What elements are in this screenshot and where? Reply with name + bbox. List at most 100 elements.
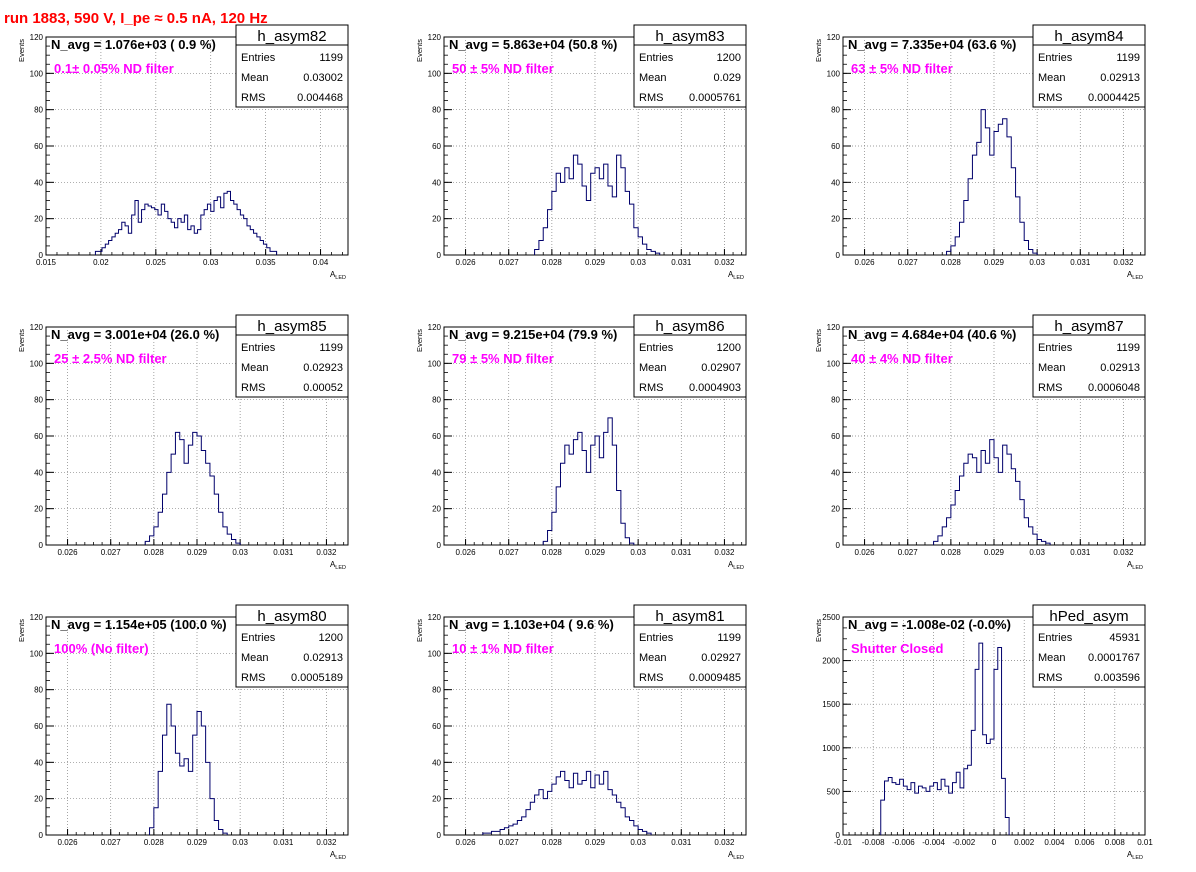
x-tick-label: 0.031: [671, 258, 692, 267]
stats-value: 0.0006048: [1088, 382, 1140, 394]
y-axis-label: Events: [814, 39, 823, 62]
x-tick-label: 0.028: [144, 548, 165, 557]
x-tick-label: 0.01: [1137, 838, 1153, 847]
stats-box: [633, 44, 747, 108]
stats-value: 0.02927: [701, 652, 741, 664]
y-tick-label: 0: [39, 831, 44, 840]
y-tick-label: 0: [39, 251, 44, 260]
stats-box: [1032, 44, 1146, 108]
stats-key: Mean: [1038, 72, 1066, 84]
y-tick-label: 120: [428, 33, 442, 42]
stats-value: 0.0004425: [1088, 92, 1140, 104]
stats-value: 0.02913: [1100, 72, 1140, 84]
y-tick-label: 100: [428, 359, 442, 368]
histogram-panel-h_asym80: 0.026 0.027 0.028 0.029 0.03 0.031 0.032 0 20 40 6…: [17, 604, 349, 861]
histogram-series-h_asym83: [534, 154, 661, 255]
x-tick-label: 0.015: [36, 258, 57, 267]
x-axis-label: ALED: [728, 850, 744, 861]
y-tick-label: 60: [432, 432, 441, 441]
stats-key: Entries: [1038, 52, 1073, 64]
histogram-series-h_asym87: [933, 439, 1051, 545]
y-tick-label: 40: [432, 178, 441, 187]
x-tick-label: 0.028: [941, 548, 962, 557]
y-tick-label: 20: [432, 795, 441, 804]
x-tick-label: -0.006: [892, 838, 915, 847]
x-tick-label: 0.008: [1105, 838, 1126, 847]
y-tick-label: 60: [831, 432, 840, 441]
histogram-panel-hPed_asym: -0.01 -0.008 -0.006 -0.004 -0.002 0 0.002 0.004…: [814, 604, 1153, 861]
stats-value: 0.02913: [1100, 362, 1140, 374]
y-tick-label: 2000: [822, 657, 840, 666]
y-tick-label: 40: [34, 758, 43, 767]
stats-box: [633, 334, 747, 398]
x-tick-label: 0.04: [313, 258, 329, 267]
stats-value: 45931: [1109, 632, 1140, 644]
filter-note: 50 ± 5% ND filter: [452, 61, 554, 76]
x-tick-label: 0.002: [1014, 838, 1035, 847]
x-tick-label: 0.026: [58, 548, 79, 557]
y-tick-label: 80: [831, 396, 840, 405]
histogram-series-hPed_asym: [880, 642, 1010, 835]
y-tick-label: 40: [432, 468, 441, 477]
x-tick-label: -0.002: [952, 838, 975, 847]
y-tick-label: 40: [831, 468, 840, 477]
stats-value: 0.03002: [303, 72, 343, 84]
x-tick-label: 0.027: [499, 838, 520, 847]
x-tick-label: 0.027: [898, 258, 919, 267]
histogram-panel-h_asym85: 0.026 0.027 0.028 0.029 0.03 0.031 0.032 0 20 40 6…: [17, 314, 349, 571]
x-tick-label: 0.031: [671, 548, 692, 557]
x-tick-label: 0.031: [671, 838, 692, 847]
n-avg-label: N_avg = 5.863e+04 (50.8 %): [449, 37, 617, 52]
stats-key: Mean: [639, 652, 667, 664]
x-tick-label: 0.03: [630, 258, 646, 267]
y-tick-label: 20: [34, 795, 43, 804]
y-tick-label: 0: [437, 831, 442, 840]
y-tick-label: 100: [827, 359, 841, 368]
y-tick-label: 40: [432, 758, 441, 767]
histogram-name: h_asym84: [1054, 28, 1123, 45]
x-axis-label: ALED: [330, 560, 346, 571]
stats-key: RMS: [241, 382, 265, 394]
x-tick-label: 0.028: [542, 258, 563, 267]
n-avg-label: N_avg = 3.001e+04 (26.0 %): [51, 327, 219, 342]
y-tick-label: 0: [437, 541, 442, 550]
histogram-name: hPed_asym: [1049, 608, 1128, 625]
histogram-name: h_asym81: [655, 608, 724, 625]
stats-value: 0.004468: [297, 92, 343, 104]
y-axis-label: Events: [415, 39, 424, 62]
stats-key: RMS: [241, 672, 265, 684]
y-tick-label: 0: [836, 831, 841, 840]
stats-box: [235, 334, 349, 398]
x-tick-label: 0.026: [456, 838, 477, 847]
stats-key: Entries: [639, 52, 674, 64]
y-tick-label: 60: [432, 722, 441, 731]
stats-key: Entries: [639, 342, 674, 354]
histogram-name: h_asym87: [1054, 318, 1123, 335]
y-tick-label: 0: [836, 541, 841, 550]
x-tick-label: 0.032: [316, 838, 337, 847]
y-tick-label: 120: [827, 323, 841, 332]
stats-key: Entries: [241, 342, 276, 354]
y-tick-label: 100: [428, 649, 442, 658]
histogram-series-h_asym82: [94, 190, 278, 255]
histogram-series-h_asym85: [144, 431, 241, 545]
y-tick-label: 120: [30, 613, 44, 622]
y-tick-label: 40: [34, 178, 43, 187]
filter-note: 40 ± 4% ND filter: [851, 351, 953, 366]
y-tick-label: 100: [30, 69, 44, 78]
y-tick-label: 100: [30, 649, 44, 658]
stats-value: 1199: [717, 632, 741, 644]
x-tick-label: -0.01: [834, 838, 853, 847]
x-tick-label: 0.03: [232, 838, 248, 847]
y-tick-label: 80: [34, 686, 43, 695]
y-tick-label: 500: [827, 787, 841, 796]
x-axis-label: ALED: [1127, 560, 1143, 571]
stats-key: RMS: [639, 92, 663, 104]
filter-note: 25 ± 2.5% ND filter: [54, 351, 167, 366]
x-tick-label: 0.029: [984, 258, 1005, 267]
stats-key: RMS: [1038, 382, 1062, 394]
n-avg-label: N_avg = 7.335e+04 (63.6 %): [848, 37, 1016, 52]
y-axis-label: Events: [17, 39, 26, 62]
x-tick-label: 0.029: [585, 258, 606, 267]
x-tick-label: 0.03: [630, 548, 646, 557]
